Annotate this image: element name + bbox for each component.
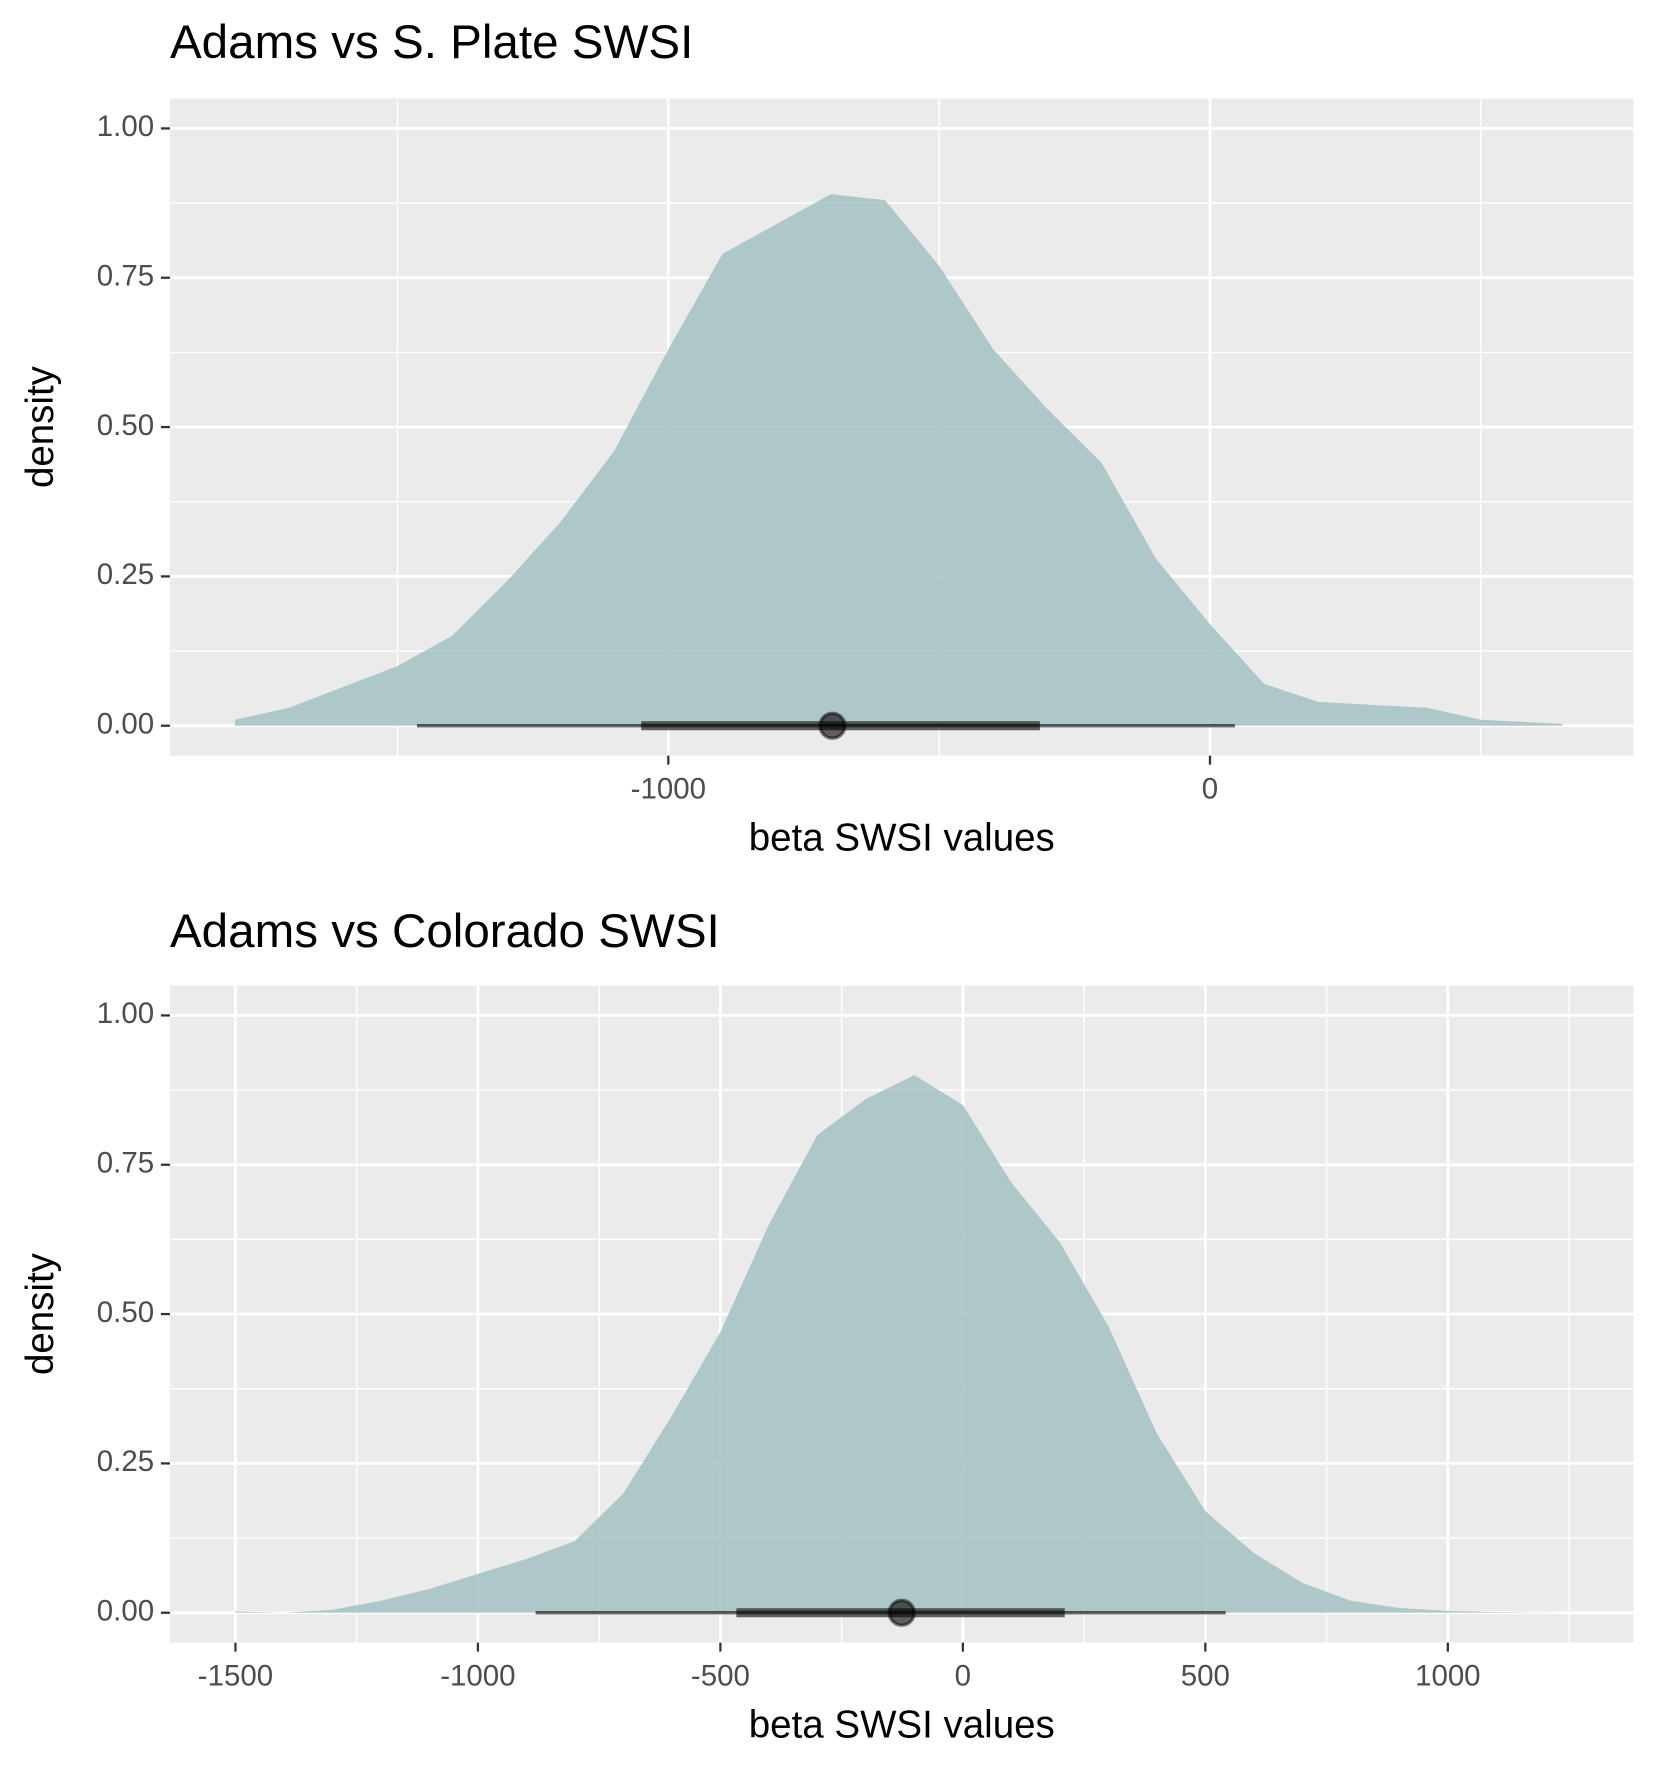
x-tick-label: -1000 (631, 772, 706, 805)
chart-title: Adams vs Colorado SWSI (170, 905, 720, 958)
median-point (818, 711, 847, 740)
y-axis-title: density (19, 365, 62, 488)
y-tick-label: 0.75 (97, 1147, 154, 1180)
x-tick-label: -1500 (198, 1659, 273, 1692)
x-tick-label: 0 (955, 1659, 971, 1692)
x-axis-title: beta SWSI values (749, 1704, 1055, 1747)
x-tick-label: 1000 (1415, 1659, 1481, 1692)
median-point (887, 1598, 916, 1627)
y-tick-label: 0.00 (97, 1595, 154, 1628)
x-tick-label: 0 (1202, 772, 1218, 805)
density-area (235, 1075, 1570, 1613)
y-tick-label: 0.50 (97, 1296, 154, 1329)
y-tick-label: 0.50 (97, 409, 154, 442)
y-tick-label: 0.25 (97, 558, 154, 591)
y-tick-label: 0.00 (97, 708, 154, 741)
y-axis-title: density (19, 1252, 62, 1375)
y-tick-label: 0.75 (97, 260, 154, 293)
y-tick-label: 0.25 (97, 1445, 154, 1478)
x-tick-label: -500 (691, 1659, 750, 1692)
density-area (234, 194, 1563, 726)
x-axis-title: beta SWSI values (749, 817, 1055, 860)
chart-title: Adams vs S. Plate SWSI (170, 16, 693, 69)
y-tick-label: 1.00 (97, 110, 154, 143)
x-tick-label: -1000 (440, 1659, 515, 1692)
x-tick-label: 500 (1181, 1659, 1230, 1692)
y-tick-label: 1.00 (97, 997, 154, 1030)
